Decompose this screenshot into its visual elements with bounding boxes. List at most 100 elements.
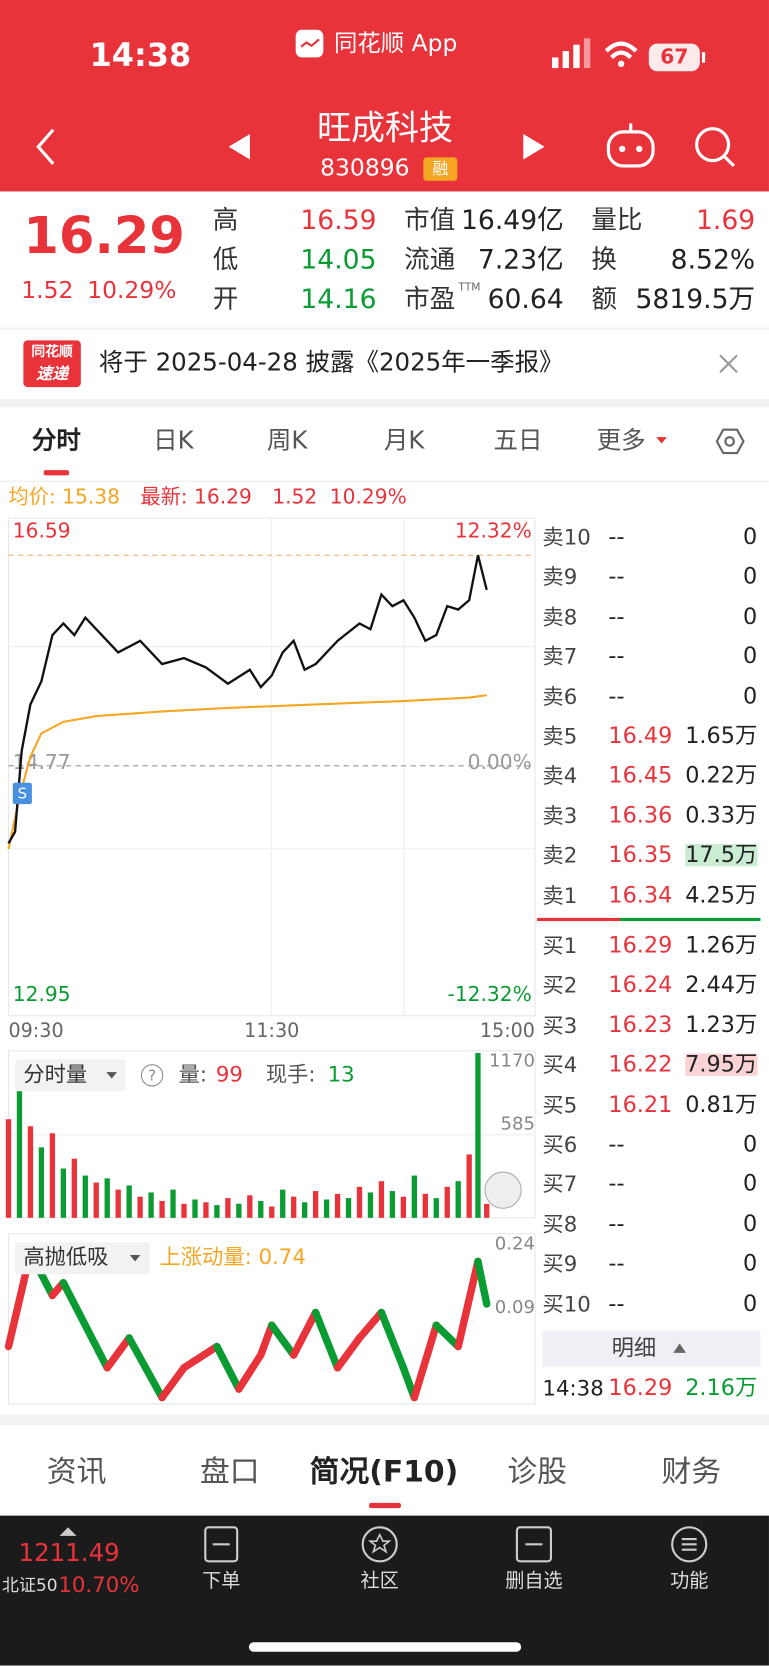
stat-value: 7.23亿 [477, 244, 564, 275]
nav-item[interactable]: 社区 [360, 1569, 399, 1593]
book-price: -- [608, 1290, 625, 1316]
book-price: 16.22 [608, 1051, 673, 1078]
book-price: 16.24 [608, 972, 673, 998]
tab[interactable]: 周K [266, 427, 308, 455]
volume-bar [82, 1175, 88, 1218]
book-price: 16.29 [608, 932, 673, 958]
nav-item[interactable]: 删自选 [505, 1569, 563, 1593]
tab[interactable]: 五日 [493, 427, 543, 455]
book-volume: 0 [743, 1170, 758, 1197]
book-label: 买3 [542, 1012, 578, 1038]
volume-bar [400, 1196, 407, 1218]
stat-label: 额 [591, 283, 617, 314]
bottom-tab[interactable]: 资讯 [46, 1453, 107, 1490]
hand-value: 13 [328, 1062, 355, 1087]
stock-tag: 融 [432, 159, 449, 179]
stat-label: 低 [212, 244, 239, 275]
book-price: -- [608, 563, 625, 590]
bottom-tab[interactable]: 简况(F10) [309, 1453, 459, 1490]
signal-marker [12, 782, 32, 805]
book-volume: 0 [743, 1131, 758, 1157]
y-tick-label: 16.59 [13, 518, 71, 542]
book-price: 16.45 [608, 762, 673, 789]
stat-value: 60.64 [487, 283, 564, 315]
volume-bar [484, 1203, 490, 1218]
stat-label-sup: TTM [458, 281, 481, 294]
volume-bar [49, 1133, 56, 1218]
status-time: 14:38 [89, 37, 192, 75]
stat-label: 换 [591, 244, 617, 275]
book-price: -- [608, 1131, 625, 1157]
book-volume: 7.95万 [685, 1051, 758, 1078]
book-label: 买7 [542, 1171, 578, 1197]
stat-value: 5819.5万 [635, 283, 756, 315]
tab[interactable]: 月K [383, 427, 425, 455]
index-pct: 10.70% [58, 1572, 140, 1598]
volume-bar [291, 1196, 297, 1218]
dropdown [106, 1072, 117, 1079]
book-label: 买4 [542, 1052, 578, 1078]
volume-bar [225, 1198, 231, 1218]
book-label: 买9 [542, 1250, 578, 1277]
stat-value: 16.59 [300, 204, 377, 236]
stat-label: 市值 [404, 205, 456, 236]
indicator-segment [180, 1342, 221, 1372]
price-line [7, 694, 487, 850]
book-label: 卖2 [542, 842, 578, 869]
book-volume: 1.23万 [685, 1011, 758, 1038]
nav-item[interactable]: 下单 [202, 1569, 241, 1593]
volume-bar [280, 1189, 286, 1218]
tab[interactable]: 更多 [596, 427, 646, 455]
stat-value: 14.16 [300, 283, 377, 315]
notice-badge-bottom: 速递 [36, 364, 69, 384]
indicator-segment [410, 1321, 440, 1402]
book-price: -- [608, 1210, 625, 1237]
detail-tab[interactable]: 明细 [611, 1335, 657, 1361]
last-pct: 10.29% [329, 485, 407, 509]
bottom-tab[interactable]: 盘口 [199, 1453, 260, 1490]
tab[interactable]: 日K [153, 427, 194, 455]
y2-tick-label: 0.00% [468, 750, 532, 774]
book-price: 16.34 [608, 881, 673, 908]
avg-price: 均价: 15.38 [8, 485, 121, 509]
volume-bar [148, 1192, 154, 1218]
volume-bar [104, 1178, 110, 1218]
stat-value: 16.49亿 [460, 204, 564, 236]
indicator-segment [235, 1351, 265, 1393]
indicator-segment [213, 1342, 243, 1393]
price: 16.29 [23, 206, 185, 266]
tab[interactable]: 分时 [31, 427, 81, 455]
book-volume: 1.26万 [685, 932, 758, 958]
nav-item[interactable]: 功能 [670, 1569, 709, 1593]
stat-label: 高 [212, 205, 239, 236]
book-label: 买1 [542, 932, 578, 959]
vol-value: 99 [216, 1062, 243, 1087]
book-volume: 0 [743, 563, 758, 590]
book-label: 卖9 [542, 564, 578, 590]
book-label: 卖7 [542, 643, 578, 670]
book-volume: 0.22万 [685, 762, 758, 789]
x-tick-label: 15:00 [480, 1019, 535, 1042]
volume-bar [334, 1193, 341, 1218]
stat-label: 市盈 [404, 283, 456, 314]
indicator-segment [333, 1334, 364, 1372]
volume-bar [389, 1191, 396, 1218]
volume-bar [378, 1181, 385, 1218]
bottom-tab[interactable]: 财务 [661, 1453, 722, 1490]
volume-bar [214, 1205, 220, 1218]
book-volume: 2.44万 [685, 972, 758, 998]
volume-bar [345, 1198, 352, 1218]
volume-bar [411, 1175, 417, 1218]
book-price: 16.35 [608, 842, 673, 868]
last-price: 最新: 16.29 [140, 485, 252, 509]
book-label: 买2 [542, 972, 578, 999]
book-price: 16.23 [608, 1011, 673, 1038]
indicator-subtitle: 上涨动量: 0.74 [160, 1245, 306, 1270]
book-volume: 0 [743, 1250, 758, 1276]
volume-bar [247, 1195, 253, 1218]
stat-label: 流通 [404, 244, 456, 275]
volume-bar [433, 1198, 439, 1218]
bottom-tab[interactable]: 诊股 [507, 1453, 567, 1490]
